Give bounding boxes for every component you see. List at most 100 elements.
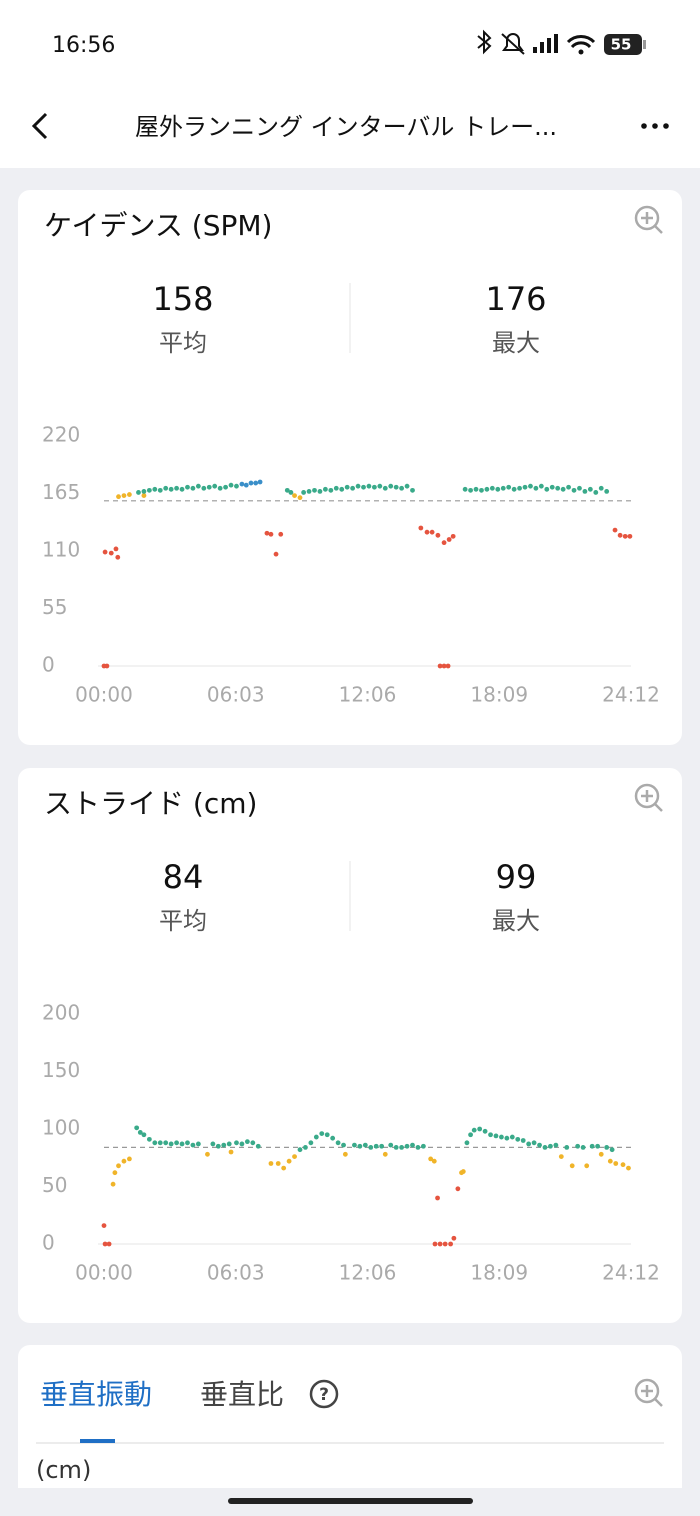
data-point xyxy=(179,486,185,492)
data-point xyxy=(362,1142,368,1148)
data-point xyxy=(288,490,294,495)
data-point xyxy=(303,1145,308,1150)
data-point xyxy=(446,537,452,542)
data-point xyxy=(341,1142,346,1148)
data-point xyxy=(537,1142,542,1148)
data-point xyxy=(108,550,114,556)
data-point xyxy=(393,1145,399,1150)
x-tick-label: 24:12 xyxy=(602,683,660,707)
data-point xyxy=(250,1140,256,1146)
status-icons xyxy=(477,29,646,55)
x-tick-label: 18:09 xyxy=(470,1261,528,1285)
data-point xyxy=(622,533,628,539)
data-point xyxy=(482,1128,488,1134)
data-point xyxy=(577,485,582,491)
data-point xyxy=(333,485,339,491)
data-point xyxy=(393,484,399,490)
data-point xyxy=(598,1151,604,1157)
data-point xyxy=(493,1133,499,1139)
data-point xyxy=(424,529,430,535)
data-point xyxy=(201,485,207,491)
data-point xyxy=(420,1143,426,1149)
data-point xyxy=(598,485,604,491)
data-point xyxy=(322,486,328,492)
data-point xyxy=(388,1142,394,1148)
y-tick-label: 50 xyxy=(42,1173,67,1197)
zoom-button[interactable] xyxy=(634,783,663,812)
data-point xyxy=(297,495,303,501)
data-point xyxy=(116,1163,121,1169)
data-point xyxy=(361,484,366,490)
data-point xyxy=(587,486,593,492)
data-point xyxy=(112,1170,118,1176)
data-point xyxy=(542,1145,548,1150)
y-tick-label: 55 xyxy=(42,595,67,619)
x-tick-label: 18:09 xyxy=(470,683,528,707)
data-point xyxy=(429,529,435,535)
data-point xyxy=(613,1161,619,1166)
tab-active[interactable]: 垂直振動 xyxy=(40,1378,152,1411)
data-point xyxy=(239,481,245,487)
data-point xyxy=(312,487,317,493)
data-point xyxy=(437,1241,443,1247)
data-point xyxy=(281,1165,287,1171)
data-point xyxy=(431,1158,437,1164)
data-point xyxy=(168,486,174,492)
data-point xyxy=(292,493,297,498)
x-tick-label: 00:00 xyxy=(75,683,133,707)
data-point xyxy=(604,489,610,494)
data-point xyxy=(163,1140,169,1146)
help-icon[interactable]: ? xyxy=(309,1379,339,1409)
data-point xyxy=(268,1161,274,1166)
data-point xyxy=(116,494,121,500)
stat-value: 158 xyxy=(152,280,213,318)
data-point xyxy=(371,484,377,490)
zoom-button[interactable] xyxy=(634,1378,663,1407)
y-tick-label: 110 xyxy=(42,538,80,562)
x-tick-label: 00:00 xyxy=(75,1261,133,1285)
tab[interactable]: 垂直比 xyxy=(200,1378,284,1411)
data-point xyxy=(368,1145,374,1150)
data-point xyxy=(460,1169,466,1174)
data-point xyxy=(448,1241,454,1247)
zoom-icon xyxy=(654,225,663,234)
back-button[interactable] xyxy=(31,112,48,140)
home-indicator[interactable] xyxy=(228,1498,473,1504)
x-tick-label: 12:06 xyxy=(339,683,397,707)
more-menu[interactable] xyxy=(641,123,669,129)
data-point xyxy=(451,1235,457,1241)
y-tick-label: 220 xyxy=(42,423,80,447)
data-point xyxy=(324,1132,330,1138)
status-time: 16:56 xyxy=(52,33,115,58)
data-point xyxy=(555,485,561,491)
data-point xyxy=(297,1147,303,1153)
data-point xyxy=(435,532,441,538)
data-point xyxy=(141,489,147,494)
y-tick-label: 0 xyxy=(42,1231,55,1255)
chart-title: ストライド (cm) xyxy=(44,787,257,820)
data-point xyxy=(428,1156,434,1162)
data-point xyxy=(217,485,223,491)
data-point xyxy=(317,489,323,494)
data-point xyxy=(136,490,141,495)
data-point xyxy=(441,540,447,546)
data-point xyxy=(234,1140,239,1146)
data-point xyxy=(102,549,108,555)
data-point xyxy=(404,483,410,489)
data-point xyxy=(477,1126,483,1132)
data-point xyxy=(141,493,147,498)
data-point xyxy=(560,486,566,492)
zoom-button[interactable] xyxy=(634,205,663,234)
stat-label: 平均 xyxy=(159,329,207,357)
card xyxy=(18,768,682,1323)
data-point xyxy=(152,486,158,492)
data-point xyxy=(607,1158,613,1164)
data-point xyxy=(495,486,501,492)
chart-title: ケイデンス (SPM) xyxy=(44,209,272,242)
data-point xyxy=(468,1132,473,1138)
data-point xyxy=(350,485,356,491)
data-point xyxy=(104,663,110,669)
data-point xyxy=(479,487,484,493)
data-point xyxy=(627,533,633,539)
